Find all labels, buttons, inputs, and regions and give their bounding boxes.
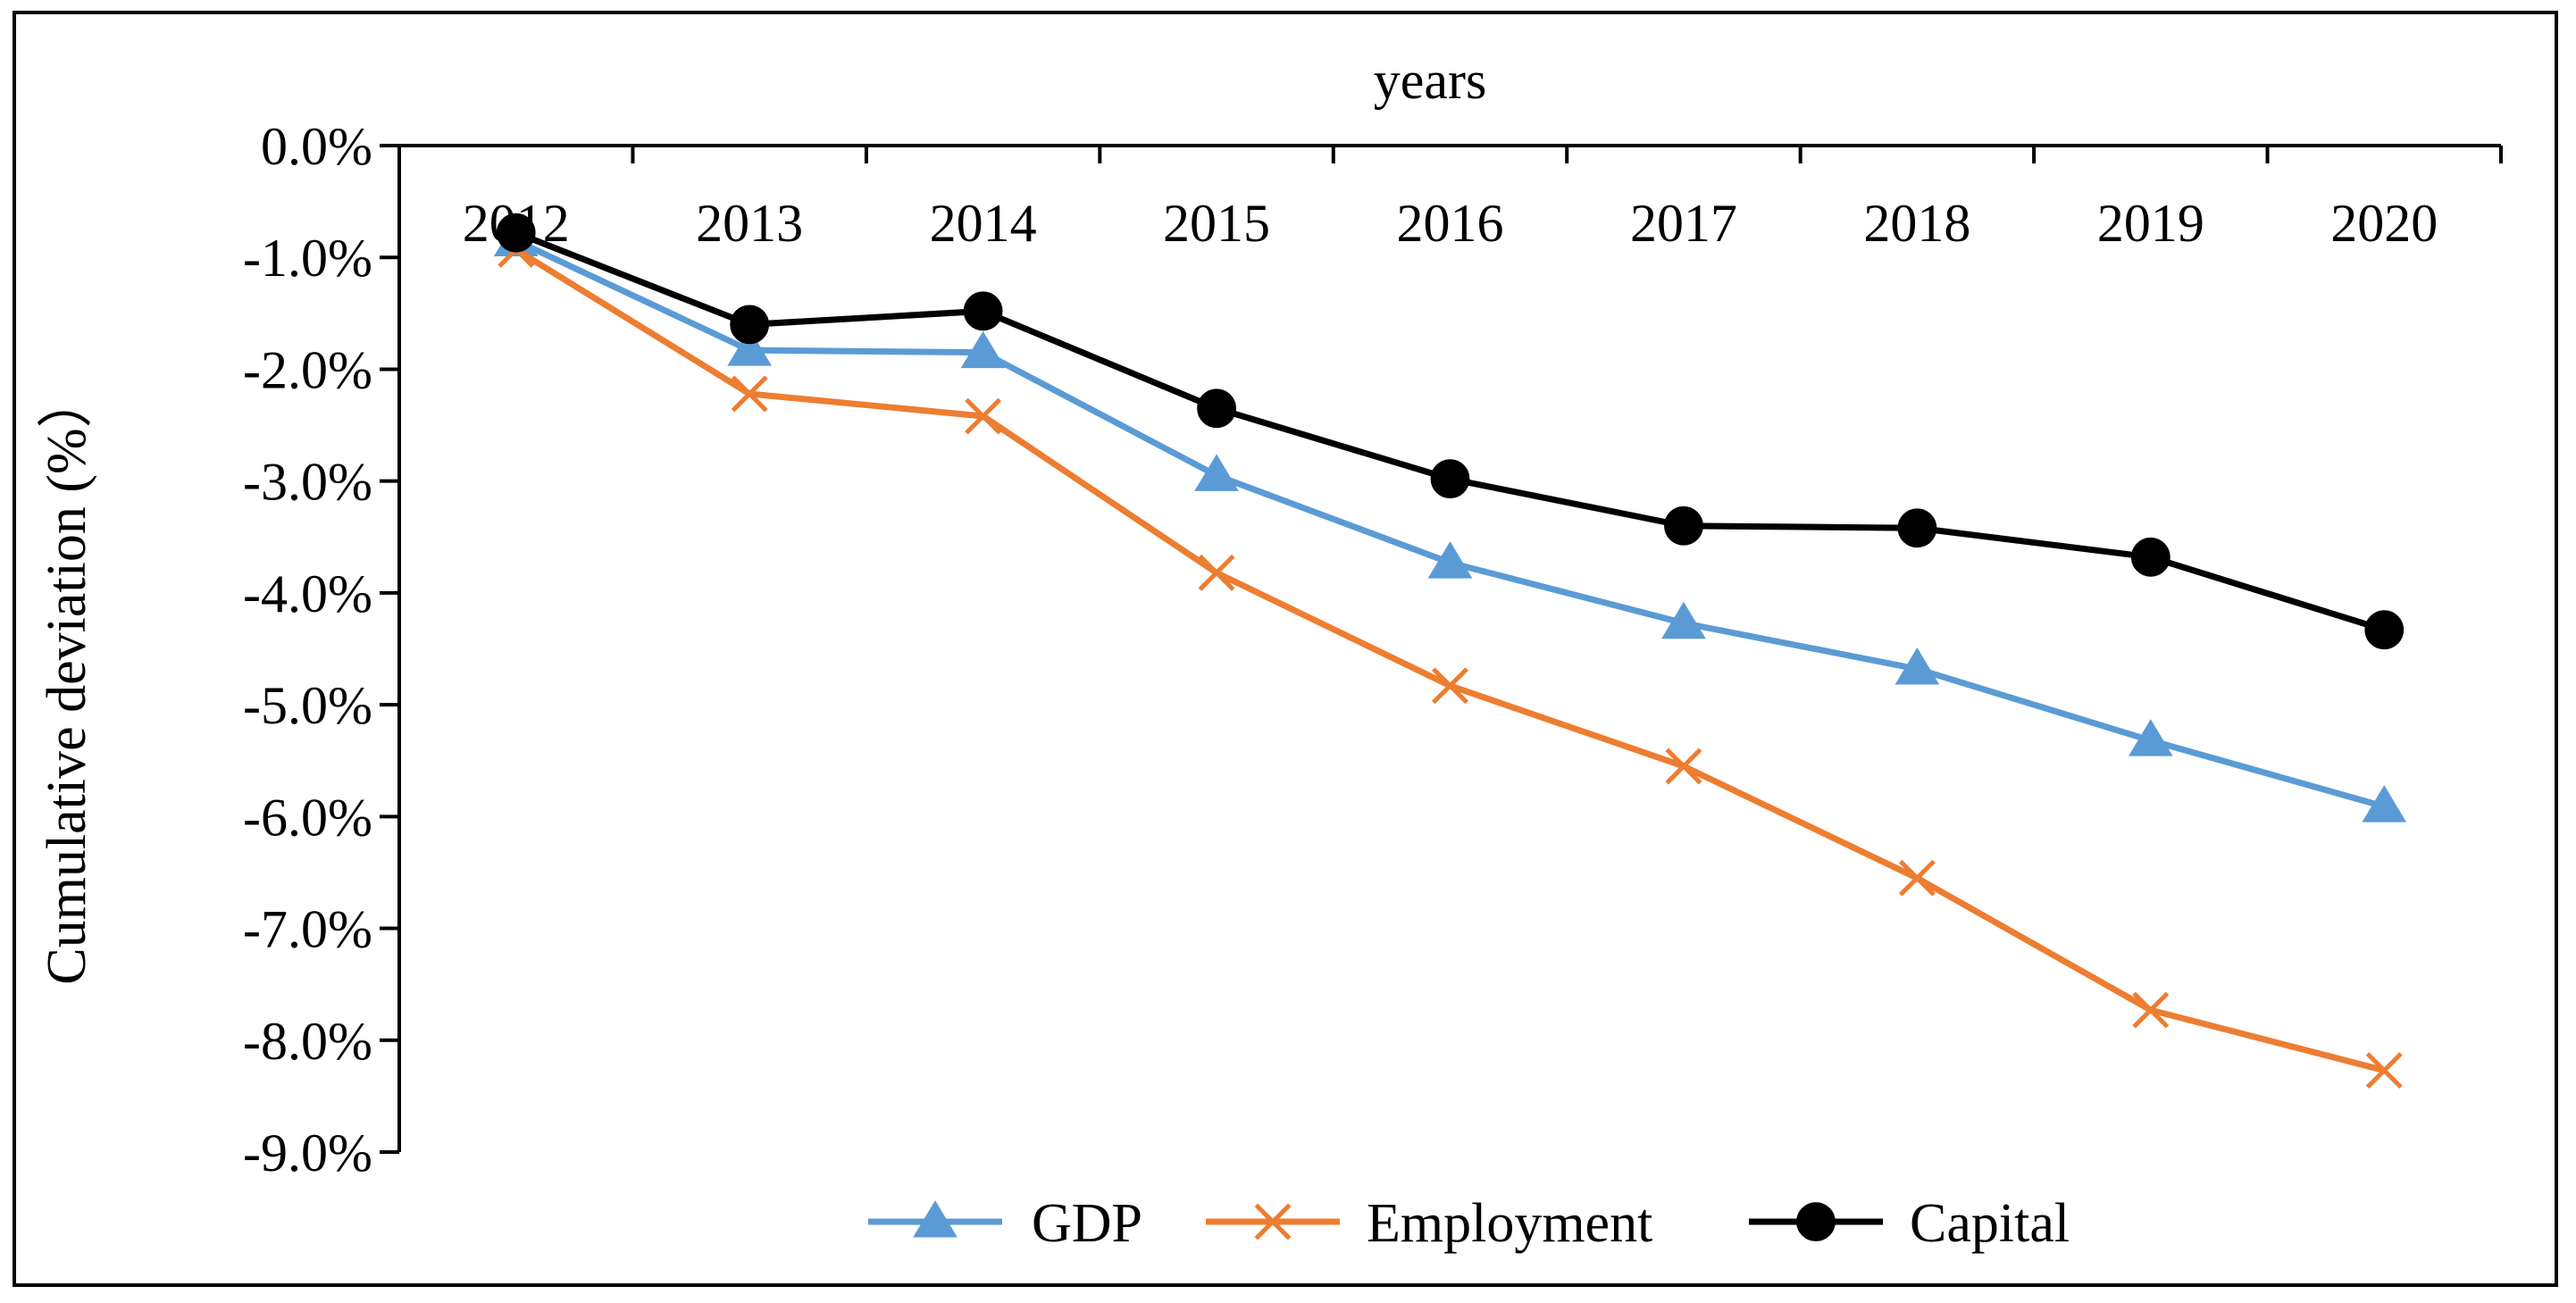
axes: 0.0% -1.0% -2.0% -3.0% -4.0% -5.0% -6.0% -7.0% -…: [243, 117, 2503, 1182]
data-point-triangle-marker: [2362, 785, 2407, 823]
series-capital: [496, 213, 2405, 650]
legend-label-gdp: GDP: [1032, 1193, 1142, 1254]
x-tick-label: 2020: [2330, 194, 2438, 253]
chart-border: [13, 11, 2558, 1287]
x-tick-label: 2014: [930, 194, 1037, 253]
data-point-circle-marker: [1664, 505, 1703, 546]
data-point-x-marker: [1198, 554, 1235, 591]
data-point-x-marker: [1665, 748, 1702, 785]
legend-label-capital: Capital: [1910, 1193, 2070, 1254]
data-point-x-marker: [2132, 991, 2170, 1029]
series-gdp: [493, 219, 2407, 823]
data-point-circle-marker: [1197, 388, 1236, 429]
data-point-circle-marker: [730, 305, 770, 345]
y-tick-label: -8.0%: [243, 1012, 372, 1071]
data-point-triangle-marker: [1894, 647, 1940, 685]
data-point-x-marker: [1898, 859, 1936, 897]
data-point-x-marker: [1432, 667, 1468, 705]
y-tick-label: -7.0%: [243, 900, 372, 959]
data-point-circle-marker: [1796, 1202, 1836, 1241]
x-tick-label: 2019: [2097, 194, 2204, 253]
y-tick-label: 0.0%: [261, 117, 372, 176]
legend-item-capital: Capital: [1749, 1193, 2070, 1254]
y-tick-label: -4.0%: [243, 564, 372, 623]
y-tick-label: -2.0%: [243, 340, 372, 399]
data-point-circle-marker: [2130, 537, 2170, 577]
x-axis-label: years: [1374, 51, 1487, 110]
legend-label-employment: Employment: [1367, 1193, 1652, 1254]
data-point-triangle-marker: [913, 1200, 958, 1238]
data-point-circle-marker: [1430, 459, 1470, 499]
y-axis-label: Cumulative deviation (%）: [37, 372, 97, 984]
data-point-triangle-marker: [1661, 601, 1706, 639]
x-tick-label: 2013: [696, 194, 803, 253]
series-employment: [498, 230, 2403, 1090]
x-tick-label: 2016: [1397, 194, 1504, 253]
legend: GDP Employment Capital: [868, 1193, 2070, 1254]
y-tick-label: -1.0%: [243, 229, 372, 288]
data-point-triangle-marker: [1427, 541, 1473, 579]
data-point-triangle-marker: [960, 330, 1006, 369]
x-tick-label: 2015: [1163, 194, 1270, 253]
y-tick-label: -5.0%: [243, 676, 372, 735]
y-tick-label: -9.0%: [243, 1123, 372, 1182]
x-tick-label: 2017: [1630, 194, 1737, 253]
legend-item-employment: Employment: [1206, 1193, 1652, 1254]
data-point-circle-marker: [496, 213, 536, 253]
data-point-triangle-marker: [727, 329, 773, 366]
data-point-circle-marker: [963, 291, 1003, 331]
data-point-triangle-marker: [1194, 454, 1239, 491]
data-point-x-marker: [731, 375, 768, 413]
series-layer: [493, 213, 2407, 1090]
data-point-circle-marker: [2364, 610, 2405, 650]
y-tick-label: -3.0%: [243, 453, 372, 512]
y-tick-label: -6.0%: [243, 788, 372, 847]
data-point-x-marker: [1254, 1203, 1292, 1240]
data-point-circle-marker: [1897, 508, 1937, 548]
x-tick-label: 2018: [1863, 194, 1970, 253]
data-point-triangle-marker: [2128, 719, 2173, 756]
data-point-x-marker: [965, 397, 1002, 435]
legend-item-gdp: GDP: [868, 1193, 1142, 1254]
data-point-x-marker: [2365, 1052, 2403, 1090]
